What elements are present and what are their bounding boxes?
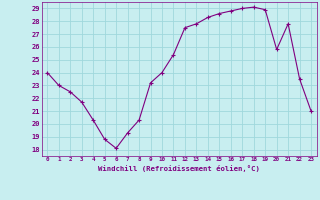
X-axis label: Windchill (Refroidissement éolien,°C): Windchill (Refroidissement éolien,°C) xyxy=(98,165,260,172)
